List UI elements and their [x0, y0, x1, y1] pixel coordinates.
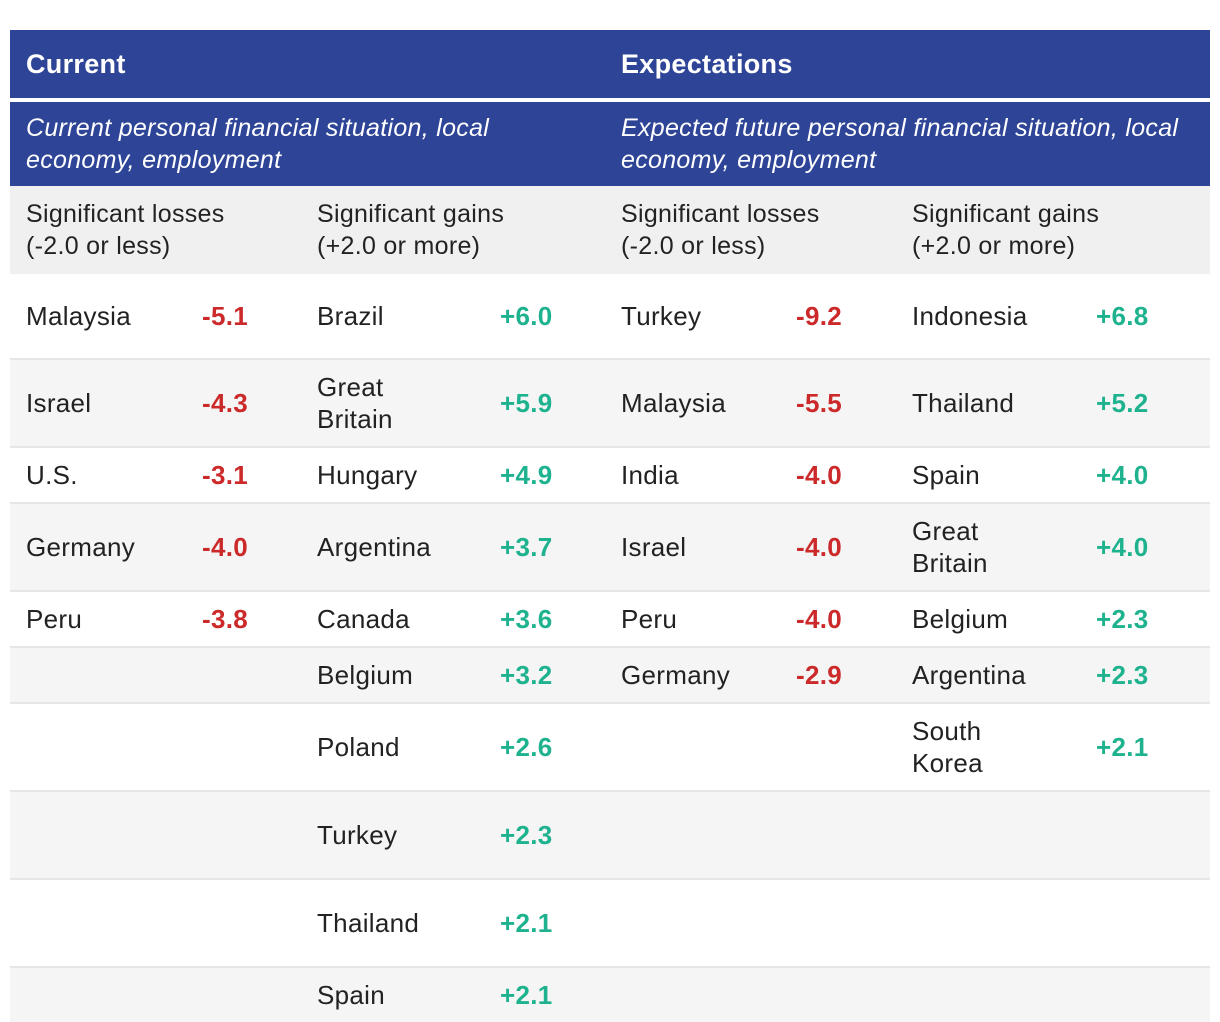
current-gain-country: Brazil [317, 301, 384, 331]
data-rows: Malaysia -5.1 Brazil +6.0 Turkey -9.2 Indonesi… [10, 274, 1210, 1022]
expect-losses-header: Significant losses (-2.0 or less) [621, 200, 820, 260]
current-gain-country: Spain [317, 980, 385, 1010]
table-row: Germany -4.0 Argentina +3.7 Israel -4.0 Great … [10, 502, 1210, 590]
expect-loss-value: -4.0 [796, 532, 843, 562]
expect-gain-country: Indonesia [912, 301, 1028, 331]
section-header-row: Current Expectations [10, 30, 1210, 98]
current-loss-country [26, 880, 196, 966]
current-section-description: Current personal financial situation, lo… [26, 114, 490, 174]
expect-gains-header: Significant gains (+2.0 or more) [912, 200, 1100, 260]
expect-loss-value: -4.0 [796, 460, 843, 490]
expect-gain-country: South Korea [912, 716, 983, 778]
expect-gain-country: Argentina [912, 660, 1026, 690]
current-gain-country: Belgium [317, 660, 414, 690]
current-loss-value: -4.3 [202, 388, 249, 418]
current-gain-value: +3.2 [500, 660, 553, 690]
current-loss-value: -4.0 [202, 532, 249, 562]
current-loss-country: Malaysia [26, 301, 131, 331]
table-row: Spain +2.1 [10, 966, 1210, 1022]
current-gain-value: +2.1 [500, 980, 553, 1010]
current-gain-country: Great Britain [317, 372, 393, 434]
expect-gain-country: Thailand [912, 388, 1015, 418]
expect-loss-country [621, 880, 791, 966]
current-gain-value: +5.9 [500, 388, 553, 418]
expect-gain-country [912, 792, 1082, 878]
expect-gain-country [912, 880, 1082, 966]
current-gain-country: Turkey [317, 820, 398, 850]
current-gain-value: +2.1 [500, 908, 553, 938]
expect-loss-country: Germany [621, 660, 731, 690]
current-gain-country: Poland [317, 732, 400, 762]
expect-gain-value: +5.2 [1096, 388, 1149, 418]
expect-loss-country: Israel [621, 532, 687, 562]
expect-gain-value: +4.0 [1096, 532, 1149, 562]
expect-loss-country: India [621, 460, 679, 490]
current-loss-value: -5.1 [202, 301, 249, 331]
header-divider [10, 98, 1210, 102]
current-loss-country: Germany [26, 532, 136, 562]
expect-gain-country: Great Britain [912, 516, 988, 578]
expectations-section-title: Expectations [621, 49, 793, 79]
current-loss-value: -3.1 [202, 460, 249, 490]
current-gain-country: Thailand [317, 908, 420, 938]
expect-loss-country: Peru [621, 604, 678, 634]
expect-loss-value [796, 704, 856, 790]
current-loss-country: U.S. [26, 460, 78, 490]
current-loss-value [202, 792, 262, 878]
expect-gain-value [1096, 792, 1166, 878]
current-gain-country: Argentina [317, 532, 431, 562]
current-gains-header: Significant gains (+2.0 or more) [317, 200, 505, 260]
current-gain-value: +3.6 [500, 604, 553, 634]
current-section-title: Current [26, 49, 126, 79]
expect-loss-country: Turkey [621, 301, 702, 331]
current-loss-value [202, 704, 262, 790]
table-row: Turkey +2.3 [10, 790, 1210, 878]
current-gain-value: +2.3 [500, 820, 553, 850]
current-gain-value: +2.6 [500, 732, 553, 762]
expect-gain-value [1096, 880, 1166, 966]
table-row: U.S. -3.1 Hungary +4.9 India -4.0 Spain +4.0 [10, 446, 1210, 502]
expect-gain-country: Spain [912, 460, 980, 490]
current-loss-country [26, 792, 196, 878]
expect-loss-country [621, 704, 791, 790]
expect-gain-value: +2.3 [1096, 604, 1149, 634]
expect-gain-value: +2.1 [1096, 732, 1149, 762]
current-loss-country: Israel [26, 388, 92, 418]
financial-outlook-table: Current Expectations Current personal fi… [10, 30, 1210, 1022]
current-gain-value: +6.0 [500, 301, 553, 331]
expect-loss-value: -5.5 [796, 388, 843, 418]
current-loss-country [26, 648, 196, 702]
table-row: Peru -3.8 Canada +3.6 Peru -4.0 Belgium +2.3 [10, 590, 1210, 646]
expect-gain-value: +6.8 [1096, 301, 1149, 331]
current-loss-value [202, 648, 262, 702]
current-loss-value [202, 880, 262, 966]
expect-gain-value: +4.0 [1096, 460, 1149, 490]
expect-gain-value: +2.3 [1096, 660, 1149, 690]
section-description-row: Current personal financial situation, lo… [10, 102, 1210, 186]
expect-loss-value: -4.0 [796, 604, 843, 634]
expect-loss-country: Malaysia [621, 388, 726, 418]
expect-loss-value [796, 880, 856, 966]
expect-loss-value: -2.9 [796, 660, 843, 690]
table-row: Israel -4.3 Great Britain +5.9 Malaysia -5.5 T… [10, 358, 1210, 446]
current-gain-country: Canada [317, 604, 410, 634]
current-loss-country: Peru [26, 604, 83, 634]
current-gain-value: +4.9 [500, 460, 553, 490]
current-gain-value: +3.7 [500, 532, 553, 562]
current-gain-country: Hungary [317, 460, 418, 490]
expect-gain-country: Belgium [912, 604, 1009, 634]
table-row: Poland +2.6 South Korea +2.1 [10, 702, 1210, 790]
current-loss-value: -3.8 [202, 604, 249, 634]
expect-loss-value [796, 792, 856, 878]
expect-loss-country [621, 792, 791, 878]
table-row: Belgium +3.2 Germany -2.9 Argentina +2.3 [10, 646, 1210, 702]
current-losses-header: Significant losses (-2.0 or less) [26, 200, 225, 260]
table-row: Thailand +2.1 [10, 878, 1210, 966]
column-header-row: Significant losses (-2.0 or less) Signif… [10, 186, 1210, 274]
expectations-section-description: Expected future personal financial situa… [621, 114, 1179, 174]
table-row: Malaysia -5.1 Brazil +6.0 Turkey -9.2 Indonesi… [10, 274, 1210, 358]
current-loss-country [26, 704, 196, 790]
expect-loss-value: -9.2 [796, 301, 843, 331]
